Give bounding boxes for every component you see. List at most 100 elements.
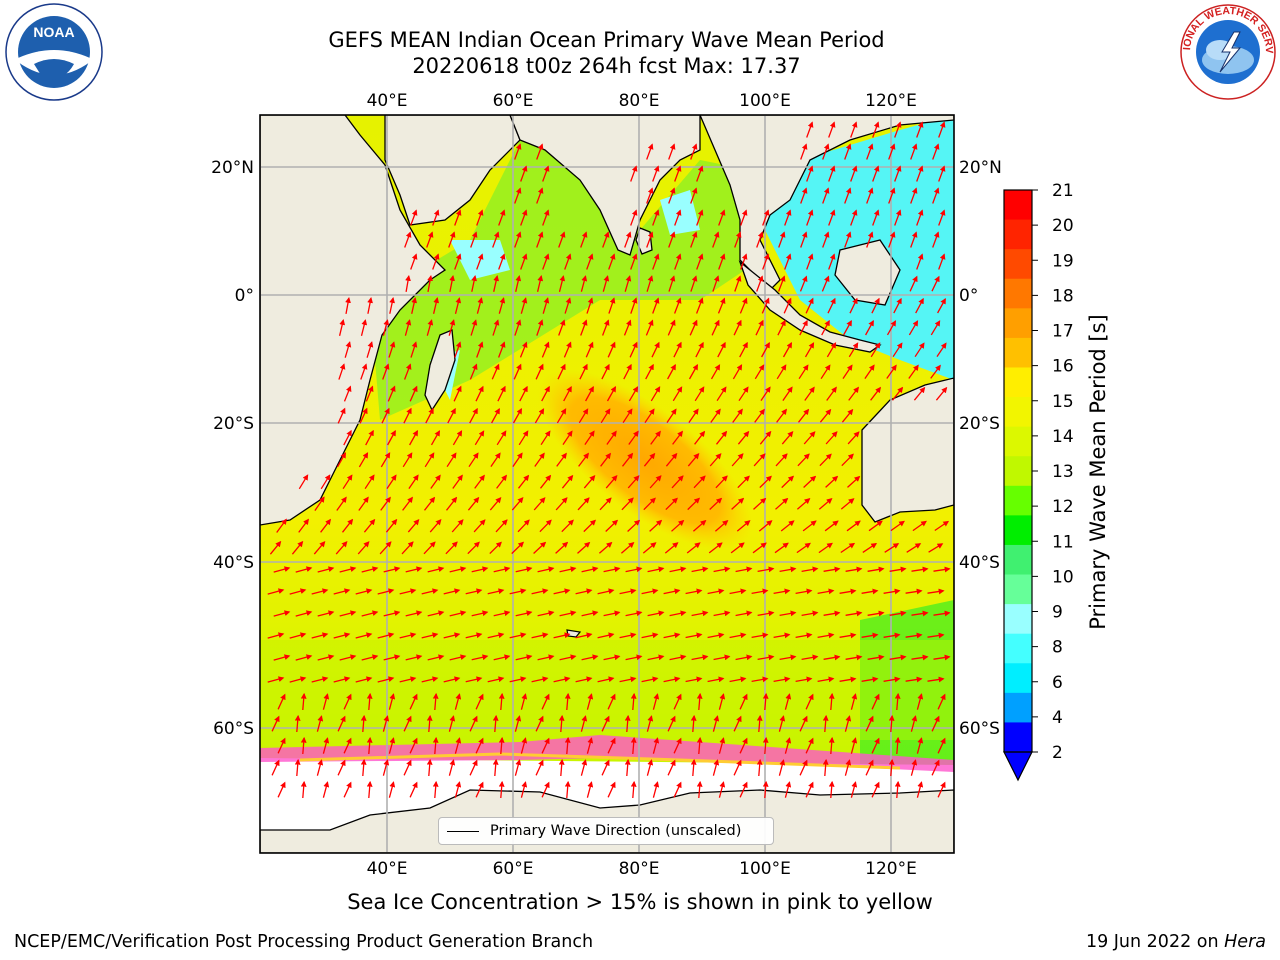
australia-land (861, 377, 954, 523)
wave-arrow (888, 714, 895, 733)
wave-arrow (337, 759, 346, 776)
wave-arrow (713, 654, 731, 661)
wave-arrow (685, 588, 703, 595)
colorbar-segment (1004, 219, 1032, 250)
wave-arrow (758, 520, 773, 532)
wave-arrow (735, 654, 753, 661)
wave-arrow (475, 737, 484, 754)
plot-subtitle: 20220618 t00z 264h fcst Max: 17.37 (412, 54, 801, 78)
wave-arrow (514, 715, 522, 732)
wave-arrow (712, 759, 720, 776)
wave-arrow (844, 759, 852, 776)
wave-arrow (840, 542, 856, 554)
wave-arrow (784, 253, 792, 270)
wave-arrow (358, 452, 369, 468)
wave-arrow (930, 364, 941, 379)
lat-tick-left: 40°S (213, 553, 254, 573)
wave-arrow (781, 475, 795, 489)
wave-arrow (707, 632, 725, 639)
wave-arrow (585, 385, 594, 402)
wave-arrow (848, 342, 859, 358)
wave-arrow (487, 676, 505, 683)
wave-arrow (805, 737, 814, 754)
wave-arrow (536, 187, 544, 204)
wave-arrow (795, 632, 813, 639)
wave-arrow (806, 209, 814, 226)
wave-arrow (754, 408, 765, 423)
wave-arrow (688, 408, 699, 423)
wave-arrow (553, 588, 571, 595)
wave-arrow (690, 231, 698, 248)
wave-arrow (607, 737, 616, 754)
colorbar-segment (1004, 397, 1032, 428)
wave-arrow (553, 632, 571, 639)
wave-arrow (663, 676, 681, 683)
wave-arrow (910, 187, 918, 204)
wave-arrow (623, 363, 632, 380)
wave-arrow (454, 781, 462, 798)
green-region-south (260, 640, 954, 740)
wave-arrow (515, 654, 533, 661)
wave-arrow (850, 781, 858, 798)
nws-logo: NATIONAL WEATHER SERVICE (1176, 2, 1276, 100)
legend-label: Primary Wave Direction (unscaled) (490, 823, 742, 839)
wave-arrow (844, 187, 852, 204)
wave-arrow (317, 610, 335, 617)
lat-tick-left: 60°S (213, 719, 254, 739)
wave-arrow (409, 781, 418, 798)
wave-arrow (445, 541, 458, 555)
wave-arrow (784, 781, 792, 798)
wave-arrow (799, 319, 808, 336)
wave-arrow (828, 736, 835, 755)
wave-arrow (646, 187, 654, 204)
wave-arrow (733, 759, 742, 776)
colorbar-segment (1004, 633, 1032, 664)
wave-arrow (443, 676, 461, 683)
wave-arrow (663, 632, 681, 639)
colorbar-segment (1004, 485, 1032, 516)
wave-arrow (575, 588, 593, 595)
wave-arrow (843, 319, 852, 336)
wave-arrow (760, 386, 771, 401)
wave-arrow (782, 341, 792, 358)
wave-arrow (645, 319, 654, 336)
wave-arrow (556, 408, 567, 424)
wave-arrow (828, 121, 836, 138)
wave-arrow (471, 654, 489, 661)
wave-arrow (819, 453, 832, 467)
wave-arrow (432, 692, 439, 711)
colorbar-segment (1004, 722, 1032, 753)
wave-arrow (795, 588, 813, 595)
wave-arrow (492, 714, 499, 733)
wave-arrow (577, 497, 590, 511)
colorbar-tick-label: 16 (1052, 357, 1074, 377)
wave-arrow (468, 452, 479, 468)
wave-arrow (469, 363, 478, 380)
wave-arrow (471, 610, 489, 617)
wave-arrow (389, 297, 395, 314)
graticule (260, 115, 954, 853)
wave-arrow (625, 566, 643, 573)
wave-arrow (730, 542, 745, 554)
wave-arrow (387, 385, 396, 402)
wave-arrow (795, 676, 813, 683)
wave-arrow (520, 165, 528, 182)
wave-arrow (454, 209, 462, 226)
wave-arrow (718, 737, 726, 754)
colorbar-label: Primary Wave Mean Period [s] (1086, 314, 1110, 630)
wave-arrow (938, 165, 946, 182)
wave-arrow (603, 610, 621, 617)
wave-arrow (267, 676, 285, 683)
borneo-land (834, 239, 901, 306)
wave-arrow (685, 632, 703, 639)
wave-arrow (343, 693, 352, 710)
wave-arrow (667, 715, 676, 732)
wave-arrow (850, 121, 858, 138)
wave-arrow (271, 759, 280, 776)
wave-arrow (603, 654, 621, 661)
wave-arrow (542, 165, 550, 182)
wave-arrow (427, 654, 445, 661)
wave-arrow (886, 320, 896, 336)
wave-arrow (558, 319, 566, 336)
wave-arrow (511, 497, 524, 511)
